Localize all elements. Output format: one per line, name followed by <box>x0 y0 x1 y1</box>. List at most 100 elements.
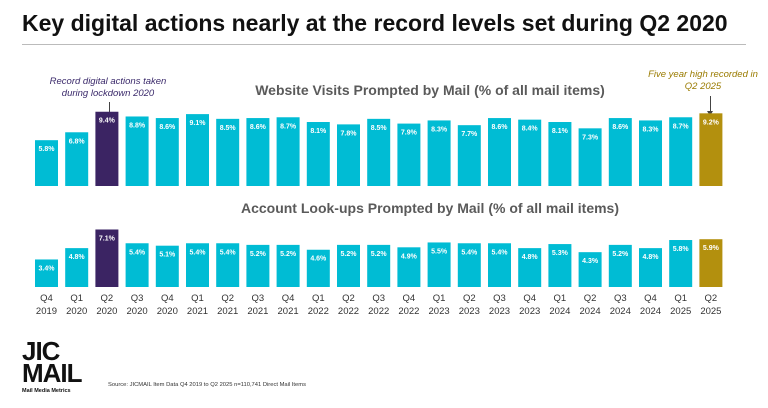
x-tick-year: 2023 <box>519 306 540 317</box>
x-tick-quarter: Q2 <box>463 293 476 304</box>
chart1-value-label: 6.8% <box>69 138 86 145</box>
chart1-value-label: 8.7% <box>280 123 297 130</box>
chart2-value-label: 3.4% <box>39 265 56 272</box>
chart2-value-label: 5.4% <box>220 249 237 256</box>
chart2-value-label: 4.8% <box>522 254 539 261</box>
chart2-value-label: 5.5% <box>431 248 448 255</box>
x-tick-year: 2024 <box>610 306 631 317</box>
chart2-bar-q4-2024 <box>639 248 662 287</box>
chart2-bar-q4-2022 <box>397 247 421 287</box>
x-tick-quarter: Q2 <box>584 293 597 304</box>
x-tick-quarter: Q3 <box>493 293 506 304</box>
x-tick-quarter: Q2 <box>221 293 234 304</box>
x-tick-year: 2021 <box>217 306 238 317</box>
chart2-bar-q4-2023 <box>518 248 542 287</box>
x-tick-quarter: Q1 <box>70 293 83 304</box>
x-tick-year: 2020 <box>127 306 148 317</box>
x-tick-quarter: Q1 <box>312 293 325 304</box>
x-tick-year: 2024 <box>580 306 601 317</box>
x-tick-year: 2020 <box>66 306 87 317</box>
title-divider <box>22 44 746 45</box>
chart1-bar-q3-2024 <box>608 118 632 186</box>
website-visits-chart-title: Website Visits Prompted by Mail (% of al… <box>255 82 605 98</box>
chart1-value-label: 8.1% <box>310 128 327 135</box>
chart1-bar-q1-2024 <box>548 122 572 186</box>
chart2-bar-q2-2024 <box>578 252 602 287</box>
x-tick-quarter: Q4 <box>40 293 53 304</box>
chart1-bar-q2-2025 <box>699 113 723 186</box>
chart1-bar-q2-2024 <box>578 128 602 186</box>
chart2-value-label: 5.2% <box>371 251 388 258</box>
chart1-bar-q2-2022 <box>337 124 360 186</box>
chart2-bar-q1-2025 <box>669 240 693 287</box>
chart1-bar-q1-2020 <box>65 132 89 186</box>
x-tick-quarter: Q1 <box>433 293 446 304</box>
x-tick-quarter: Q3 <box>252 293 265 304</box>
chart2-bar-q3-2021 <box>246 244 270 287</box>
chart1-value-label: 5.8% <box>39 146 56 153</box>
five-year-high-annotation: Five year high recorded in Q2 2025 <box>648 69 758 92</box>
chart2-value-label: 5.3% <box>552 250 569 257</box>
x-tick-quarter: Q4 <box>523 293 536 304</box>
chart1-bar-q3-2021 <box>246 118 270 186</box>
chart1-bar-q1-2023 <box>427 120 451 186</box>
chart1-bar-q2-2023 <box>457 125 481 186</box>
chart1-bar-q3-2023 <box>488 118 511 186</box>
chart2-bar-q2-2022 <box>337 244 360 287</box>
x-tick-year: 2020 <box>157 306 178 317</box>
x-tick-quarter: Q1 <box>554 293 567 304</box>
chart2-value-label: 5.2% <box>280 251 297 258</box>
chart2-bar-q3-2022 <box>367 244 391 287</box>
chart2-value-label: 5.8% <box>673 246 690 253</box>
chart1-value-label: 8.4% <box>522 126 539 133</box>
x-tick-year: 2022 <box>398 306 419 317</box>
chart2-value-label: 4.6% <box>310 256 327 263</box>
chart2-value-label: 4.3% <box>582 258 599 265</box>
logo-wordmark: JIC MAIL <box>22 336 83 388</box>
chart1-bar-q3-2020 <box>125 116 149 186</box>
source-note: Source: JICMAIL Item Data Q4 2019 to Q2 … <box>108 382 306 388</box>
chart2-bar-q1-2020 <box>65 248 89 287</box>
chart1-bar-q4-2024 <box>639 120 662 186</box>
chart1-bar-q3-2022 <box>367 118 391 186</box>
chart1-bar-q2-2021 <box>216 118 240 186</box>
chart1-value-label: 8.8% <box>129 122 146 129</box>
chart2-value-label: 4.8% <box>643 254 660 261</box>
chart2-bar-q2-2025 <box>699 239 723 287</box>
chart1-bar-q4-2019 <box>35 140 58 186</box>
chart1-bar-q4-2021 <box>276 117 300 186</box>
chart1-bar-q2-2020 <box>95 111 119 186</box>
chart2-value-label: 5.9% <box>703 245 720 252</box>
chart2-value-label: 5.4% <box>492 249 509 256</box>
chart2-value-label: 4.9% <box>401 253 418 260</box>
chart1-value-label: 8.5% <box>371 125 388 132</box>
chart1-value-label: 7.7% <box>461 131 478 138</box>
chart2-bar-q4-2019 <box>35 259 58 287</box>
x-tick-quarter: Q2 <box>705 293 718 304</box>
chart1-bar-q1-2022 <box>306 122 330 186</box>
chart1-value-label: 8.1% <box>552 128 569 135</box>
chart1-bar-q4-2022 <box>397 123 421 186</box>
chart1-value-label: 7.3% <box>582 134 599 141</box>
chart1-value-label: 7.9% <box>401 130 418 137</box>
x-tick-quarter: Q1 <box>674 293 687 304</box>
chart1-value-label: 9.2% <box>703 119 720 126</box>
x-tick-quarter: Q4 <box>282 293 295 304</box>
account-lookups-chart-title: Account Look-ups Prompted by Mail (% of … <box>240 200 620 216</box>
chart1-value-label: 8.6% <box>492 124 509 131</box>
x-tick-year: 2023 <box>489 306 510 317</box>
x-tick-quarter: Q3 <box>372 293 385 304</box>
jicmail-logo: JIC MAIL Mail Media Metrics <box>22 336 83 394</box>
chart2-value-label: 5.2% <box>250 251 267 258</box>
x-tick-year: 2022 <box>308 306 329 317</box>
x-tick-quarter: Q3 <box>614 293 627 304</box>
x-tick-quarter: Q2 <box>101 293 114 304</box>
chart1-value-label: 9.4% <box>99 118 116 125</box>
chart2-bar-q1-2024 <box>548 244 572 287</box>
chart2-value-label: 4.8% <box>69 254 86 261</box>
chart1-bar-q4-2020 <box>155 118 179 186</box>
x-tick-year: 2024 <box>549 306 570 317</box>
chart1-value-label: 7.8% <box>341 130 358 137</box>
x-tick-year: 2025 <box>670 306 691 317</box>
